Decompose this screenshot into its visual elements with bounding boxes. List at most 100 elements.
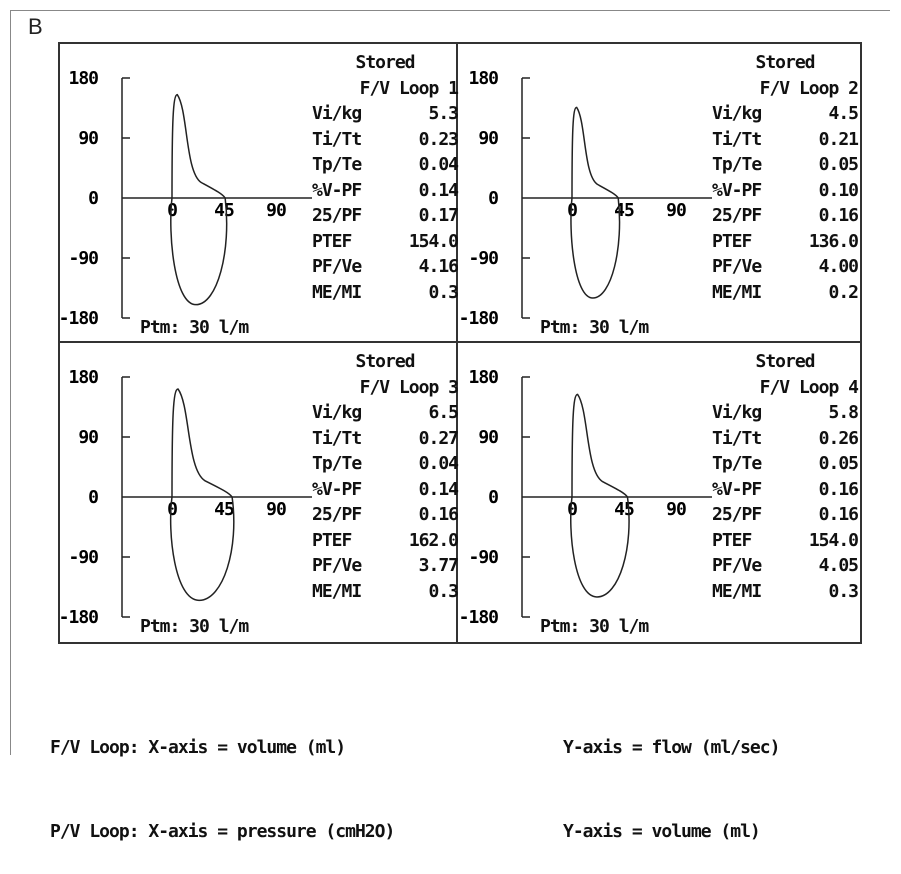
stat-label: PF/Ve <box>312 256 362 277</box>
stat-label: PTEF <box>312 230 352 252</box>
y-tick-label: 0 <box>488 487 498 508</box>
stats-header-loop: F/V Loop 1 <box>359 77 459 99</box>
stat-label: PTEF <box>312 529 352 551</box>
stat-value: 5.8 <box>828 402 858 423</box>
ptm-label: Ptm: 30 l/m <box>140 317 249 338</box>
x-tick-label: 45 <box>214 200 234 221</box>
x-tick-label: 90 <box>666 200 686 221</box>
stat-row: Tp/Te 0.04 <box>312 152 459 178</box>
stat-label: %V-PF <box>312 478 362 500</box>
stat-label: Ti/Tt <box>712 427 762 449</box>
x-tick-label: 45 <box>614 200 634 221</box>
ptm-label: Ptm: 30 l/m <box>140 616 249 637</box>
stat-value: 0.23 <box>418 128 459 150</box>
stat-label: 25/PF <box>712 504 762 525</box>
y-tick-label: -90 <box>68 547 98 568</box>
stats-header-stored: Stored <box>755 52 815 73</box>
stat-value: 0.16 <box>818 504 859 525</box>
flow-volume-curve <box>169 388 235 602</box>
stat-row: Tp/Te 0.05 <box>712 451 859 477</box>
x-tick-label: 45 <box>214 499 234 520</box>
stat-value: 0.10 <box>818 179 859 201</box>
stat-value: 5.3 <box>428 103 458 124</box>
y-tick-label: 180 <box>468 68 498 89</box>
footer-left: F/V Loop: X-axis = volume (ml) P/V Loop:… <box>50 678 395 874</box>
y-tick-label: -180 <box>59 607 99 628</box>
stat-value: 0.16 <box>818 478 859 500</box>
stat-label: 25/PF <box>312 504 362 525</box>
stat-value: 0.2 <box>828 281 858 303</box>
stat-value: 154.0 <box>408 230 459 252</box>
x-tick-label: 0 <box>167 499 177 520</box>
fv-loop-panel: 180 90 0 -90 -180 0 45 90 Stored F/V Loop 2 Vi/kg 4… <box>458 44 859 342</box>
stat-label: PTEF <box>712 230 752 252</box>
ptm-label: Ptm: 30 l/m <box>540 616 649 637</box>
stat-value: 4.00 <box>818 256 859 277</box>
stat-value: 4.5 <box>828 103 858 124</box>
y-tick-label: 180 <box>68 68 98 89</box>
grid-divider-vertical <box>456 42 458 644</box>
stat-label: Vi/kg <box>312 402 362 423</box>
stat-label: PF/Ve <box>712 555 762 576</box>
loop-stats: Stored F/V Loop 1 Vi/kg 5.3 Ti/Tt 0.23 Tp/Te 0.… <box>312 50 459 305</box>
stat-row: Vi/kg 5.3 <box>312 101 459 127</box>
footer-pv-yaxis: Y-axis = volume (ml) <box>563 821 761 842</box>
stat-row: Ti/Tt 0.27 <box>312 426 459 452</box>
stat-value: 0.3 <box>828 580 858 602</box>
stat-row: PF/Ve 4.05 <box>712 553 859 579</box>
stat-row: 25/PF 0.16 <box>712 203 859 229</box>
stat-label: PTEF <box>712 529 752 551</box>
stat-value: 0.21 <box>818 128 859 150</box>
stat-value: 0.04 <box>418 154 459 175</box>
stat-row: %V-PF 0.14 <box>312 178 459 204</box>
x-tick-label: 45 <box>614 499 634 520</box>
stat-row: PTEF 136.0 <box>712 229 859 255</box>
stat-row: ME/MI 0.3 <box>312 579 459 605</box>
stat-label: ME/MI <box>712 281 762 303</box>
y-tick-label: 90 <box>78 128 98 149</box>
stats-header-stored: Stored <box>355 52 415 73</box>
stat-label: Tp/Te <box>712 154 762 175</box>
stats-header-stored: Stored <box>355 351 415 372</box>
stat-label: Vi/kg <box>712 402 762 423</box>
loop-plot: 180 90 0 -90 -180 0 45 90 <box>459 68 712 329</box>
stat-row: %V-PF 0.10 <box>712 178 859 204</box>
x-tick-label: 0 <box>167 200 177 221</box>
y-tick-label: 90 <box>78 427 98 448</box>
stat-label: Tp/Te <box>712 453 762 474</box>
stat-label: PF/Ve <box>312 555 362 576</box>
stat-label: PF/Ve <box>712 256 762 277</box>
stat-label: Vi/kg <box>312 103 362 124</box>
stat-label: Vi/kg <box>712 103 762 124</box>
y-tick-label: -90 <box>468 547 498 568</box>
stat-label: %V-PF <box>312 179 362 201</box>
x-tick-label: 90 <box>266 499 286 520</box>
x-tick-label: 90 <box>666 499 686 520</box>
fv-loop-panel: 180 90 0 -90 -180 0 45 90 Stored F/V Loop 4 Vi/kg 5… <box>458 343 859 641</box>
loop-plot: 180 90 0 -90 -180 0 45 90 <box>59 367 312 628</box>
stat-row: PF/Ve 4.16 <box>312 254 459 280</box>
x-tick-label: 0 <box>567 200 577 221</box>
stat-value: 0.27 <box>418 427 459 449</box>
stat-row: 25/PF 0.16 <box>312 502 459 528</box>
panel-letter: B <box>28 14 43 39</box>
ptm-label: Ptm: 30 l/m <box>540 317 649 338</box>
loop-stats: Stored F/V Loop 2 Vi/kg 4.5 Ti/Tt 0.21 Tp/Te 0.… <box>712 50 859 305</box>
stat-value: 4.05 <box>818 555 859 576</box>
stats-header-loop: F/V Loop 4 <box>759 376 859 398</box>
stat-label: %V-PF <box>712 478 762 500</box>
flow-volume-curve <box>170 93 228 306</box>
stat-value: 136.0 <box>808 230 859 252</box>
stat-row: %V-PF 0.16 <box>712 477 859 503</box>
y-tick-label: 0 <box>88 487 98 508</box>
y-tick-label: -90 <box>468 248 498 269</box>
footer-fv-yaxis: Y-axis = flow (ml/sec) <box>563 737 780 758</box>
stat-row: Vi/kg 5.8 <box>712 400 859 426</box>
flow-volume-curve <box>570 393 630 598</box>
stat-label: 25/PF <box>712 205 762 226</box>
stat-row: Vi/kg 4.5 <box>712 101 859 127</box>
stat-value: 0.14 <box>418 179 459 201</box>
x-tick-label: 0 <box>567 499 577 520</box>
stat-label: Tp/Te <box>312 154 362 175</box>
stat-value: 0.3 <box>428 281 458 303</box>
